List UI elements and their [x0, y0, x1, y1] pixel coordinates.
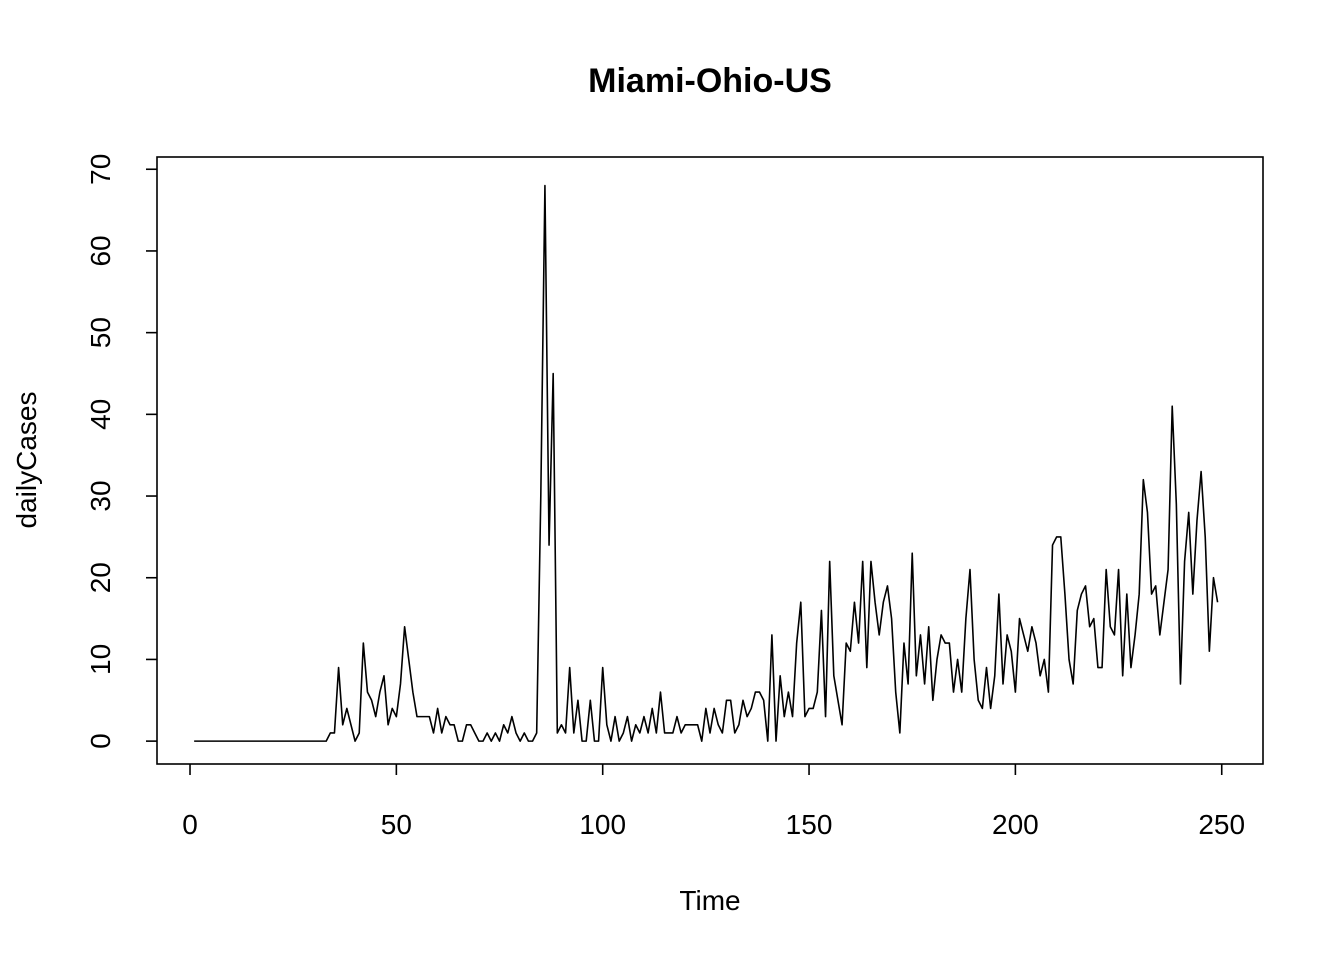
y-tick-label: 30 [85, 480, 116, 511]
y-tick-label: 50 [85, 317, 116, 348]
plot-frame [156, 156, 1264, 765]
daily-cases-line [194, 184, 1219, 742]
y-tick-label: 0 [85, 733, 116, 749]
chart-title: Miami-Ohio-US [588, 62, 832, 100]
y-axis-label: dailyCases [11, 392, 42, 529]
x-tick-label: 50 [381, 809, 412, 840]
x-axis-ticks: 0 50 100 150 200 250 [182, 764, 1245, 840]
x-tick-label: 100 [579, 809, 626, 840]
x-tick-label: 250 [1198, 809, 1245, 840]
x-axis-label: Time [679, 885, 740, 916]
y-tick-label: 10 [85, 644, 116, 675]
x-tick-label: 0 [182, 809, 198, 840]
y-tick-label: 20 [85, 562, 116, 593]
y-tick-label: 40 [85, 399, 116, 430]
y-tick-label: 70 [85, 154, 116, 185]
y-tick-label: 60 [85, 235, 116, 266]
x-tick-label: 150 [786, 809, 833, 840]
x-tick-label: 200 [992, 809, 1039, 840]
y-axis-ticks: 0 10 20 30 40 50 60 70 [85, 154, 157, 749]
